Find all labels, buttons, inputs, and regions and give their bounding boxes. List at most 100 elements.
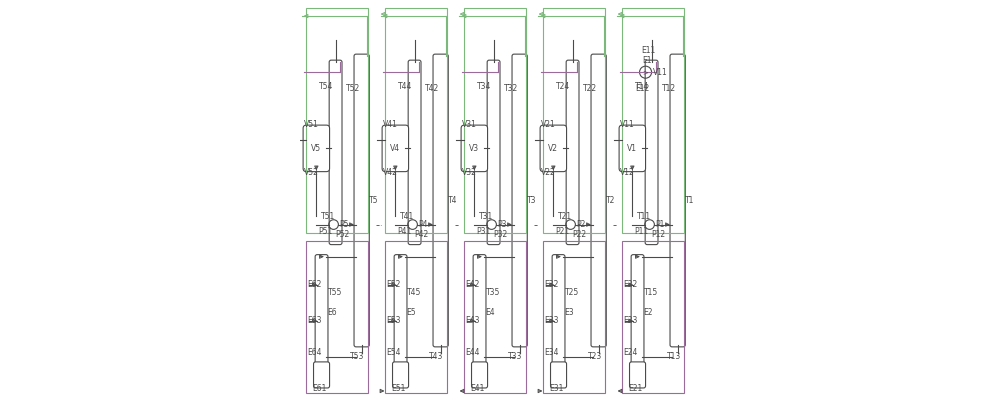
Text: P41: P41 [398, 227, 412, 236]
Text: P31: P31 [477, 227, 491, 236]
Text: V42: V42 [383, 168, 398, 177]
Text: T4: T4 [448, 196, 457, 205]
Text: P42: P42 [415, 230, 429, 239]
Text: E11: E11 [641, 46, 655, 55]
Text: V21: V21 [541, 120, 556, 129]
Text: V31: V31 [462, 120, 477, 129]
Text: E54: E54 [386, 348, 401, 357]
Text: P12: P12 [652, 230, 666, 239]
Text: T5: T5 [369, 196, 378, 205]
Text: T51: T51 [321, 212, 335, 221]
Text: E12: E12 [636, 84, 650, 93]
FancyBboxPatch shape [630, 362, 646, 388]
Text: E61: E61 [312, 385, 327, 393]
Text: V32: V32 [462, 168, 477, 177]
Text: T52: T52 [346, 84, 360, 93]
Text: V41: V41 [383, 120, 398, 129]
FancyBboxPatch shape [619, 125, 646, 172]
Text: E2: E2 [644, 308, 653, 317]
FancyBboxPatch shape [394, 255, 407, 371]
Text: E22: E22 [623, 280, 637, 289]
Text: P32: P32 [494, 230, 508, 239]
FancyBboxPatch shape [645, 60, 658, 245]
Text: T31: T31 [479, 212, 493, 221]
FancyBboxPatch shape [408, 60, 421, 245]
Text: P11: P11 [635, 227, 649, 236]
Text: T12: T12 [662, 84, 676, 93]
Text: T35: T35 [486, 288, 500, 297]
FancyBboxPatch shape [461, 125, 488, 172]
Text: P3: P3 [497, 220, 507, 229]
Text: E43: E43 [465, 316, 480, 325]
Text: V3: V3 [469, 144, 479, 153]
FancyBboxPatch shape [354, 54, 369, 347]
FancyBboxPatch shape [512, 54, 527, 347]
Text: T1: T1 [685, 196, 694, 205]
Text: E1: E1 [642, 56, 652, 65]
Text: V1: V1 [627, 144, 637, 153]
Text: V4: V4 [390, 144, 400, 153]
Text: V5: V5 [311, 144, 321, 153]
Text: E42: E42 [465, 280, 479, 289]
Text: T22: T22 [583, 84, 597, 93]
Text: T14: T14 [635, 82, 649, 91]
Text: E33: E33 [544, 316, 559, 325]
Text: T41: T41 [400, 212, 414, 221]
Text: E5: E5 [407, 308, 416, 317]
Text: E31: E31 [549, 385, 564, 393]
Text: T32: T32 [504, 84, 518, 93]
FancyBboxPatch shape [487, 60, 500, 245]
Text: P52: P52 [336, 230, 350, 239]
Text: T13: T13 [667, 352, 681, 361]
FancyBboxPatch shape [393, 362, 409, 388]
FancyBboxPatch shape [314, 362, 330, 388]
FancyBboxPatch shape [552, 255, 565, 371]
Text: E4: E4 [486, 308, 495, 317]
Text: E53: E53 [386, 316, 401, 325]
Text: T23: T23 [588, 352, 602, 361]
Text: V51: V51 [304, 120, 319, 129]
Text: P2: P2 [576, 220, 586, 229]
FancyBboxPatch shape [670, 54, 685, 347]
Text: T34: T34 [477, 82, 492, 91]
Text: V12: V12 [620, 168, 635, 177]
FancyBboxPatch shape [551, 362, 567, 388]
Text: T43: T43 [429, 352, 444, 361]
Text: E62: E62 [307, 280, 321, 289]
Text: T3: T3 [527, 196, 536, 205]
Text: T42: T42 [425, 84, 439, 93]
Text: E24: E24 [623, 348, 637, 357]
FancyBboxPatch shape [566, 60, 579, 245]
Text: E21: E21 [628, 385, 643, 393]
Text: E63: E63 [307, 316, 322, 325]
Text: T15: T15 [644, 288, 658, 297]
FancyBboxPatch shape [329, 60, 342, 245]
Text: E52: E52 [386, 280, 400, 289]
Text: P5: P5 [339, 220, 349, 229]
Text: P51: P51 [319, 227, 333, 236]
Text: V2: V2 [548, 144, 558, 153]
Text: T53: T53 [350, 352, 365, 361]
Text: T24: T24 [556, 82, 570, 91]
Text: T11: T11 [637, 212, 651, 221]
Text: E34: E34 [544, 348, 559, 357]
FancyBboxPatch shape [382, 125, 409, 172]
Text: T54: T54 [319, 82, 334, 91]
FancyBboxPatch shape [315, 255, 328, 371]
Text: E3: E3 [565, 308, 574, 317]
FancyBboxPatch shape [433, 54, 448, 347]
Text: V11: V11 [653, 68, 668, 77]
Text: T45: T45 [407, 288, 421, 297]
Text: V11: V11 [620, 120, 635, 129]
Text: V52: V52 [304, 168, 319, 177]
FancyBboxPatch shape [473, 255, 486, 371]
Text: >: > [643, 69, 649, 75]
Text: P21: P21 [556, 227, 570, 236]
Text: E44: E44 [465, 348, 480, 357]
Text: T21: T21 [558, 212, 572, 221]
FancyBboxPatch shape [631, 255, 644, 371]
FancyBboxPatch shape [303, 125, 330, 172]
Text: V22: V22 [541, 168, 556, 177]
Text: E41: E41 [470, 385, 485, 393]
Text: E32: E32 [544, 280, 558, 289]
